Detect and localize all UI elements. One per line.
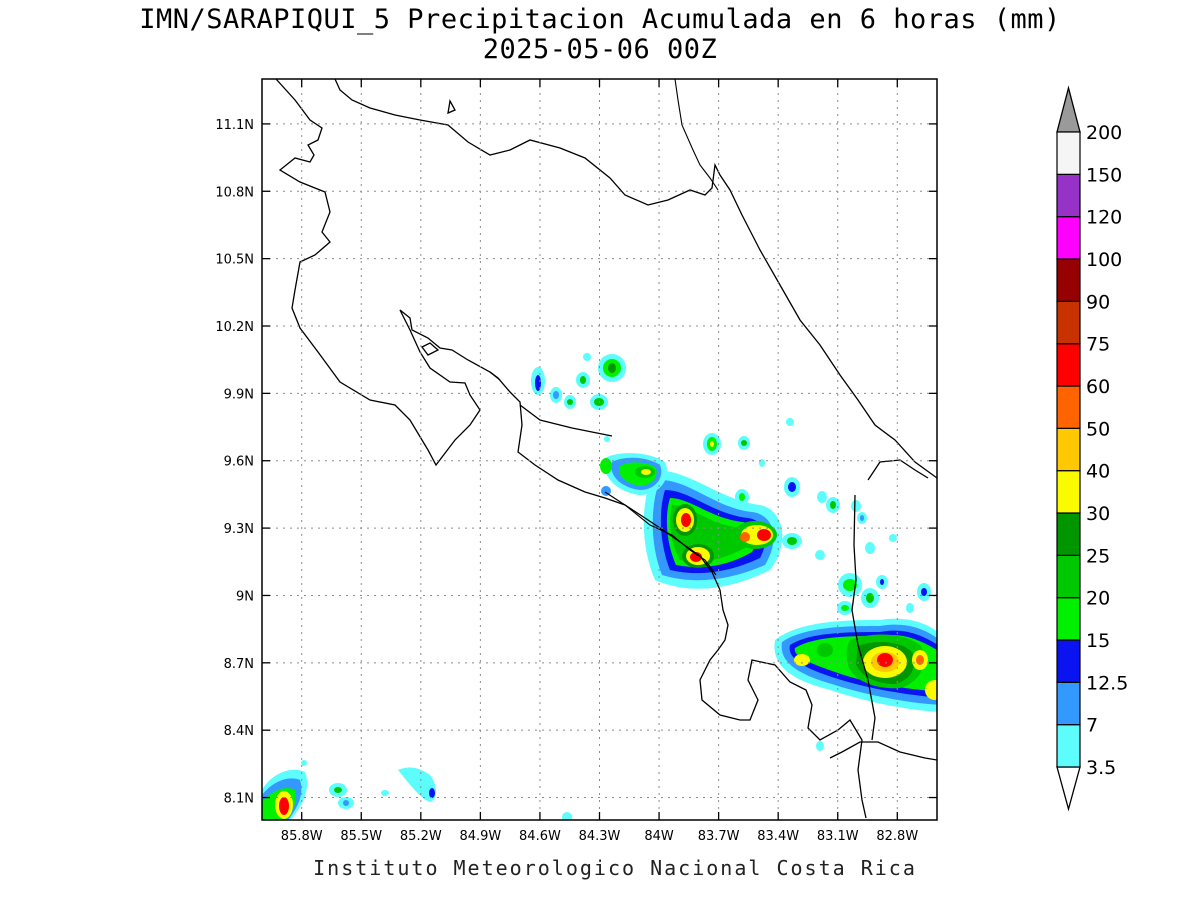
colorbar-swatch <box>1056 173 1081 218</box>
axis-ticks: 85.8W 85.5W 85.2W 84.9W 84.6W 84.3W 84W 83.7W 83… <box>215 79 937 844</box>
x-tick-label: 85.2W <box>400 829 442 844</box>
y-tick-label: 10.8N <box>215 185 254 200</box>
y-tick-label: 9.6N <box>224 455 254 470</box>
colorbar-swatch <box>1056 131 1081 175</box>
colorbar-swatch <box>1056 554 1081 599</box>
map-grid <box>262 79 937 820</box>
colorbar-under-arrow <box>1056 766 1081 812</box>
map-title: IMN/SARAPIQUI_5 Precipitacion Acumulada … <box>139 4 1061 35</box>
colorbar-label: 90 <box>1086 291 1110 313</box>
colorbar: 3.5 7 12.5 15 20 25 30 40 50 60 75 90 100 120 150 200 <box>1056 85 1128 812</box>
colorbar-label: 30 <box>1086 503 1110 525</box>
colorbar-swatch <box>1056 216 1081 260</box>
x-tick-label: 83.4W <box>757 829 799 844</box>
x-tick-label: 82.8W <box>876 829 918 844</box>
colorbar-label: 40 <box>1086 461 1110 483</box>
colorbar-swatch <box>1056 427 1081 472</box>
colorbar-swatch <box>1056 343 1081 387</box>
colorbar-label: 7 <box>1086 715 1098 737</box>
y-tick-label: 10.2N <box>215 320 254 335</box>
x-tick-label: 84.6W <box>519 829 561 844</box>
footer-credit: Instituto Meteorologico Nacional Costa R… <box>313 856 917 880</box>
x-tick-label: 84.9W <box>459 829 501 844</box>
x-tick-label: 85.5W <box>340 829 382 844</box>
map-frame <box>261 78 938 821</box>
colorbar-swatch <box>1056 300 1081 345</box>
x-tick-label: 84.3W <box>579 829 621 844</box>
x-tick-label: 83.1W <box>817 829 859 844</box>
colorbar-label: 3.5 <box>1086 757 1116 779</box>
colorbar-swatch <box>1056 258 1081 302</box>
map-datetime: 2025-05-06 00Z <box>482 34 718 65</box>
colorbar-label: 200 <box>1086 122 1122 144</box>
precipitation-field <box>262 353 937 820</box>
colorbar-swatch <box>1056 681 1081 726</box>
y-tick-label: 8.7N <box>224 657 254 672</box>
colorbar-swatch <box>1056 724 1081 768</box>
x-tick-label: 85.8W <box>281 829 323 844</box>
colorbar-label: 12.5 <box>1086 672 1128 694</box>
colorbar-label: 50 <box>1086 418 1110 440</box>
y-tick-label: 9.9N <box>224 387 254 402</box>
coastlines <box>275 79 937 819</box>
colorbar-label: 60 <box>1086 376 1110 398</box>
colorbar-label: 150 <box>1086 164 1122 186</box>
y-tick-label: 9N <box>236 589 254 604</box>
colorbar-label: 15 <box>1086 630 1110 652</box>
y-tick-label: 9.3N <box>224 522 254 537</box>
colorbar-swatch <box>1056 385 1081 429</box>
colorbar-label: 100 <box>1086 249 1122 271</box>
colorbar-swatch <box>1056 639 1081 683</box>
colorbar-label: 20 <box>1086 588 1110 610</box>
y-tick-label: 8.4N <box>224 724 254 739</box>
colorbar-swatch <box>1056 470 1081 514</box>
colorbar-swatch <box>1056 597 1081 641</box>
y-tick-label: 11.1N <box>215 118 254 133</box>
colorbar-over-arrow <box>1056 85 1081 133</box>
x-tick-label: 84W <box>644 829 674 844</box>
y-tick-label: 8.1N <box>224 792 254 807</box>
colorbar-label: 25 <box>1086 545 1110 567</box>
x-tick-label: 83.7W <box>698 829 740 844</box>
colorbar-swatch <box>1056 512 1081 556</box>
colorbar-label: 120 <box>1086 207 1122 229</box>
colorbar-label: 75 <box>1086 334 1110 356</box>
country-border <box>604 79 719 576</box>
y-tick-label: 10.5N <box>215 253 254 268</box>
